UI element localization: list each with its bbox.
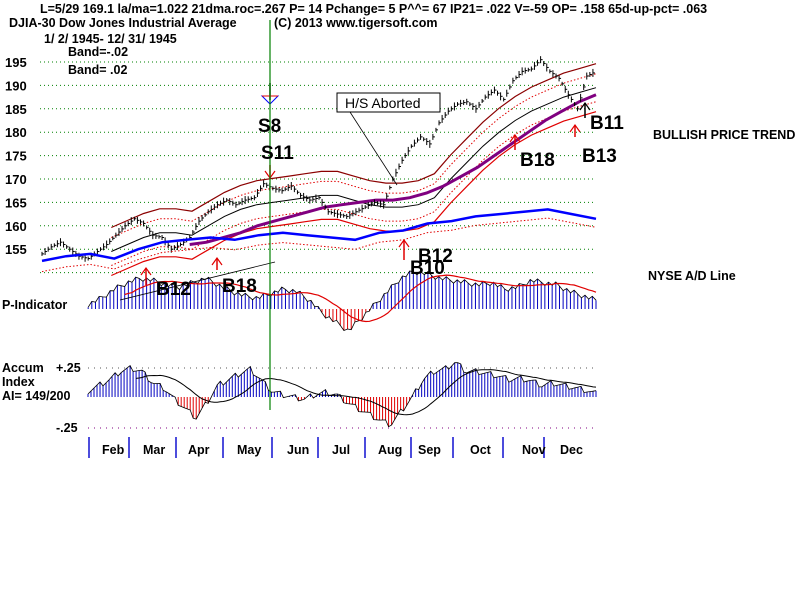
month-label-jul: Jul xyxy=(332,443,350,457)
buy-arrow-b11-head xyxy=(579,101,591,111)
copyright: (C) 2013 www.tigersoft.com xyxy=(274,16,437,30)
buy-arrow-b13-head xyxy=(569,123,581,133)
signal-s8: S8 xyxy=(258,116,281,137)
band-lower-label: Band=-.02 xyxy=(68,45,128,59)
upper-band-outer xyxy=(111,63,597,229)
y-tick-label: 185 xyxy=(5,102,27,117)
month-label-mar: Mar xyxy=(143,443,165,457)
buy-arrow-b18-late-head xyxy=(509,133,521,143)
signal-b10: B10 xyxy=(410,258,445,279)
signal-b18-late: B18 xyxy=(520,150,555,171)
y-tick-label: 190 xyxy=(5,78,27,93)
ad-line-ma xyxy=(41,217,597,273)
bullish-trend-label: BULLISH PRICE TREND xyxy=(653,128,795,142)
signal-s11: S11 xyxy=(261,143,294,164)
y-tick-label: 180 xyxy=(5,125,27,140)
month-axis: Feb Mar Apr May Jun Jul Aug Sep Oct Nov Dec xyxy=(88,437,583,458)
index-label: Index xyxy=(2,375,35,389)
y-tick-label: 165 xyxy=(5,195,27,210)
nyse-ad-label: NYSE A/D Line xyxy=(648,269,736,283)
ai-label: AI= 149/200 xyxy=(2,389,71,403)
header-stats: L=5/29 169.1 la/ma=1.022 21dma.roc=.267 … xyxy=(40,2,707,16)
moving-averages xyxy=(111,87,597,252)
p-indicator-ma xyxy=(124,274,597,323)
y-tick-label: 170 xyxy=(5,172,27,187)
p-indicator-panel xyxy=(87,270,597,331)
hs-aborted-box xyxy=(336,92,441,113)
upper-band-inner xyxy=(111,73,597,238)
y-tick-label: 160 xyxy=(5,219,27,234)
signal-b11: B11 xyxy=(590,113,624,134)
accum-top-tick: +.25 xyxy=(56,361,81,375)
buy-arrow-b10-head xyxy=(398,238,410,248)
ad-line xyxy=(41,208,597,263)
month-label-sep: Sep xyxy=(418,443,441,457)
price-bars xyxy=(41,56,595,262)
month-label-nov: Nov xyxy=(522,443,546,457)
month-label-may: May xyxy=(237,443,261,457)
month-label-jun: Jun xyxy=(287,443,309,457)
y-tick-label: 155 xyxy=(5,242,27,257)
p-indicator-label: P-Indicator xyxy=(2,298,67,312)
hs-aborted-callout: H/S Aborted xyxy=(336,92,441,186)
p-indicator-line xyxy=(87,270,597,331)
buy-arrow-b18-early-head xyxy=(211,256,223,266)
accum-ma-line xyxy=(136,369,597,416)
hs-aborted-pointer xyxy=(349,111,398,186)
price-gridlines xyxy=(40,61,596,274)
hs-aborted-label: H/S Aborted xyxy=(345,95,421,111)
month-label-dec: Dec xyxy=(560,443,583,457)
accum-bottom-tick: -.25 xyxy=(56,421,78,435)
month-label-feb: Feb xyxy=(102,443,125,457)
date-range: 1/ 2/ 1945- 12/ 31/ 1945 xyxy=(44,32,177,46)
chart-title: DJIA-30 Dow Jones Industrial Average xyxy=(9,16,237,30)
month-label-apr: Apr xyxy=(188,443,210,457)
month-label-aug: Aug xyxy=(378,443,402,457)
accum-label: Accum xyxy=(2,361,44,375)
signal-b12-late: B12 xyxy=(418,246,453,267)
signal-b13: B13 xyxy=(582,146,617,167)
accum-index-panel xyxy=(87,362,597,429)
trendline xyxy=(119,261,276,301)
y-tick-label: 195 xyxy=(5,55,27,70)
signal-b12-early: B12 xyxy=(156,279,191,300)
nyse-ad-line xyxy=(41,208,597,273)
signal-markers xyxy=(119,83,591,301)
month-label-oct: Oct xyxy=(470,443,492,457)
signal-b18-early: B18 xyxy=(222,276,257,297)
long-ma-line xyxy=(189,93,597,246)
band-upper-label: Band= .02 xyxy=(68,63,127,77)
y-tick-label: 175 xyxy=(5,149,27,164)
accum-line xyxy=(87,362,597,428)
ma21-line xyxy=(111,87,597,252)
buy-arrow-b12-early-head xyxy=(140,266,152,276)
price-axis: 155 160 165 170 175 180 185 190 195 xyxy=(5,55,27,257)
